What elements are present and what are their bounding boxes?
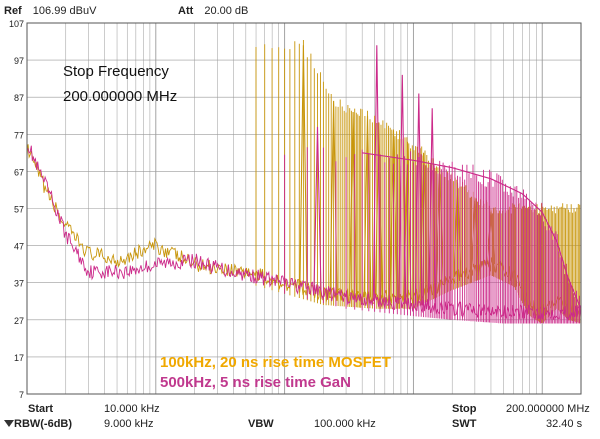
traces [26, 40, 582, 324]
y-tick-label: 47 [14, 242, 24, 252]
marker-line1: Stop Frequency [63, 63, 169, 80]
rbw-value: 9.000 kHz [104, 418, 154, 430]
peak-0-4 [374, 123, 383, 298]
start-value: 10.000 kHz [104, 403, 160, 415]
peak-0-5 [389, 130, 398, 298]
stop-label: Stop [452, 403, 477, 415]
ref-value: 106.99 dBuV [32, 5, 97, 17]
y-tick-label: 57 [14, 205, 24, 215]
y-tick-label: 17 [14, 353, 24, 363]
trace-floor-0 [26, 144, 582, 318]
plot-border [26, 22, 582, 395]
y-tick-label: 87 [14, 93, 24, 103]
rbw-marker-icon [4, 420, 14, 427]
vbw-value: 100.000 kHz [314, 418, 376, 430]
start-label: Start [28, 403, 54, 415]
marker-line2: 200.000000 MHz [63, 88, 177, 105]
swt-label: SWT [452, 418, 477, 430]
att-value: 20.00 dB [204, 5, 249, 17]
att-readout: Att 20.00 dB [178, 5, 248, 17]
legend-mosfet: 100kHz, 20 ns rise time MOSFET [160, 354, 391, 371]
peak-0-3 [363, 115, 372, 298]
att-label: Att [178, 5, 194, 17]
y-tick-label: 67 [14, 167, 24, 177]
legend-gan: 500kHz, 5 ns rise time GaN [160, 374, 351, 391]
y-tick-label: 77 [14, 130, 24, 140]
peak-1-0 [313, 126, 322, 291]
gan-envelope [362, 152, 582, 309]
y-tick-label: 97 [14, 56, 24, 66]
peak-1-4 [428, 108, 437, 307]
rbw-label: RBW(-6dB) [14, 418, 73, 430]
swt-value: 32.40 s [546, 418, 583, 430]
y-tick-label: 37 [14, 279, 24, 289]
ref-readout: Ref 106.99 dBuV [4, 5, 96, 17]
peak-0-0 [299, 45, 308, 289]
peak-1-3 [414, 93, 423, 306]
peak-1-2 [398, 74, 407, 304]
stop-value: 200.000000 MHz [506, 403, 590, 415]
ref-label: Ref [4, 5, 22, 17]
trace-floor-1 [26, 145, 582, 321]
y-tick-label: 7 [19, 390, 24, 400]
y-tick-label: 27 [14, 316, 24, 326]
peak-0-2 [349, 111, 358, 297]
peak-1-1 [372, 45, 381, 301]
y-tick-label: 107 [9, 19, 24, 29]
y-tick-labels: 107 97 87 77 67 57 47 37 27 17 7 [9, 19, 24, 400]
vbw-label: VBW [248, 418, 274, 430]
